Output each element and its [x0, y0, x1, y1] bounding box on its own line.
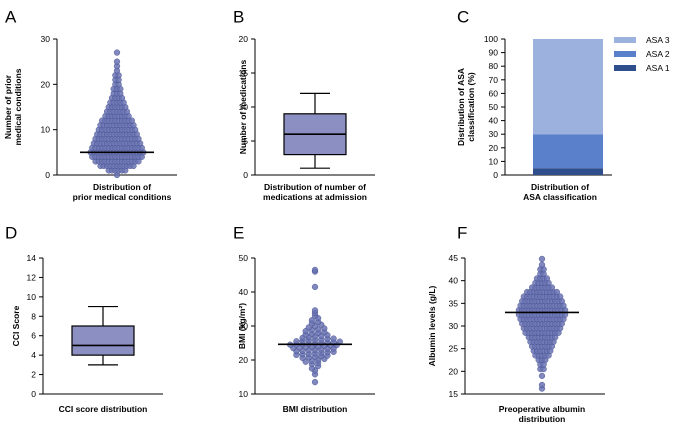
panel-e-y-tick-label-40: 40	[239, 287, 249, 297]
panel-d-label: D	[5, 223, 17, 242]
panel-c-y-tick-label-80: 80	[489, 61, 499, 71]
panel-f-y-tick-label-45: 45	[449, 253, 459, 263]
panel-a-point-156	[128, 117, 135, 124]
panel-b-y-tick-label-10: 10	[239, 102, 249, 112]
panel-d-box	[71, 325, 135, 356]
panel-b-x-axis-label: Distribution of number of medications at …	[263, 182, 367, 202]
panel-a-point-202	[113, 49, 121, 56]
panel-e-point-78	[311, 283, 319, 291]
panel-e-point-48	[293, 338, 300, 345]
panel-f-y-tick-label-25: 25	[449, 344, 459, 354]
panel-e-point-54	[330, 335, 337, 342]
panel-e-label: E	[233, 223, 244, 242]
legend-swatch-2	[614, 51, 636, 57]
panel-f-x-axis-label: Preoperative albumin distribution	[499, 404, 585, 424]
panel-f-y-tick-label-15: 15	[449, 389, 459, 399]
panel-e-point-1	[311, 379, 319, 386]
panel-c-y-tick-label-0: 0	[493, 170, 498, 180]
panel-c-y-tick-label-10: 10	[489, 156, 499, 166]
panel-c-bar-segment-3	[533, 39, 603, 135]
panel-d-x-axis-label: CCI score distribution	[59, 404, 148, 414]
panel-e-y-tick-label-30: 30	[239, 321, 249, 331]
panel-f-y-tick-label-20: 20	[449, 366, 459, 376]
panel-e-point-73	[308, 317, 316, 324]
panel-c-y-tick-label-60: 60	[489, 88, 499, 98]
panel-f-point-2	[538, 381, 546, 389]
panel-c-y-tick-label-40: 40	[489, 116, 499, 126]
panel-a-x-axis-label: Distribution of prior medical conditions	[73, 182, 172, 202]
panel-e-y-tick-label-50: 50	[239, 253, 249, 263]
panel-f-y-tick-label-30: 30	[449, 321, 459, 331]
legend-label-1: ASA 3	[646, 35, 670, 45]
panel-a-y-tick-label-30: 30	[41, 34, 51, 44]
panel-b-y-tick-label-15: 15	[239, 68, 249, 78]
legend-label-3: ASA 1	[646, 63, 670, 73]
panel-b-label: B	[233, 7, 244, 26]
panel-f-point-181	[548, 284, 556, 291]
panel-d-y-tick-label-10: 10	[27, 292, 37, 302]
panel-c-y-axis-label: Distribution of ASAclassification (%)	[456, 68, 476, 146]
panel-e-y-axis-label: BMI (kg/m²)	[237, 303, 247, 349]
panel-d-y-tick-label-14: 14	[27, 253, 37, 263]
panel-d-y-tick-label-8: 8	[31, 311, 36, 321]
panel-e-point-77	[311, 307, 319, 314]
panel-f-point-190	[543, 275, 551, 282]
panel-d-y-axis-label: CCI Score	[11, 305, 21, 346]
panel-e-point-68	[305, 324, 312, 331]
panel-a-y-tick-label-0: 0	[45, 170, 50, 180]
panel-c-bar-segment-1	[533, 168, 603, 175]
panel-f-point-164	[557, 293, 564, 300]
panel-f-label: F	[457, 223, 467, 242]
panel-c-y-tick-label-70: 70	[489, 75, 499, 85]
panel-f-point-196	[538, 255, 546, 263]
panel-c-y-tick-label-50: 50	[489, 102, 499, 112]
panel-d-y-tick-label-0: 0	[31, 389, 36, 399]
panel-f-y-tick-label-35: 35	[449, 298, 459, 308]
panel-c-y-tick-label-90: 90	[489, 48, 499, 58]
panel-a-point-201	[113, 58, 121, 65]
panel-c-x-axis-label: Distribution of ASA classification	[523, 182, 597, 202]
legend-swatch-1	[614, 37, 636, 43]
panel-b-y-tick-label-20: 20	[239, 34, 249, 44]
panel-c-y-tick-label-20: 20	[489, 143, 499, 153]
legend-swatch-3	[614, 65, 636, 71]
panel-a-y-tick-label-10: 10	[41, 125, 51, 135]
panel-f-point-195	[538, 261, 546, 268]
panel-c-y-tick-label-100: 100	[484, 34, 498, 44]
panel-e-x-axis-label: BMI distribution	[283, 404, 348, 414]
panel-c-label: C	[457, 7, 469, 26]
panel-d-y-tick-label-6: 6	[31, 331, 36, 341]
panel-e-y-tick-label-20: 20	[239, 355, 249, 365]
panel-c-y-tick-label-30: 30	[489, 129, 499, 139]
panel-f-y-tick-label-40: 40	[449, 276, 459, 286]
panel-d-y-tick-label-4: 4	[31, 350, 36, 360]
panel-b-y-tick-label-0: 0	[243, 170, 248, 180]
legend-label-2: ASA 2	[646, 49, 670, 59]
panel-a-y-axis-label: Number of priormedical conditions	[3, 68, 23, 145]
panel-f-point-174	[553, 288, 560, 296]
panel-f-y-axis-label: Albumin levels (g/L)	[427, 285, 437, 366]
panel-a-label: A	[5, 7, 17, 26]
panel-f-point-3	[538, 372, 546, 379]
panel-d-y-tick-label-12: 12	[27, 272, 37, 282]
panel-c-bar-segment-2	[533, 134, 603, 169]
panel-e-y-tick-label-10: 10	[239, 389, 249, 399]
panel-e-point-80	[311, 266, 319, 274]
panel-b-y-tick-label-5: 5	[243, 136, 248, 146]
panel-d-y-tick-label-2: 2	[31, 370, 36, 380]
panel-b-y-axis-label: Number of medications	[238, 60, 248, 155]
panel-a-y-tick-label-20: 20	[41, 79, 51, 89]
